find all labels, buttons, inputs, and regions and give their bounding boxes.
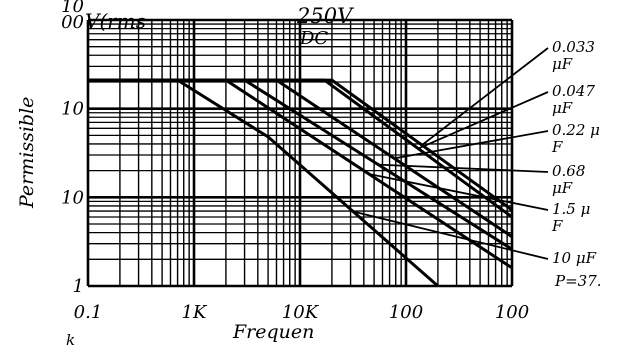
y-axis-unit: V(rms	[85, 9, 146, 33]
legend-label-1: 0.033 μF	[552, 38, 595, 73]
x-tick-label: 100	[389, 302, 423, 323]
grid	[88, 20, 512, 286]
chart-subtitle: DC	[299, 28, 328, 49]
legend-label-6: 10 μF	[552, 249, 597, 267]
y-tick-label: 10 00	[61, 0, 84, 33]
legend-leader-1	[422, 48, 548, 145]
y-tick-labels: 1 10 10 10 00	[61, 0, 84, 297]
x-tick-label: 1K	[182, 302, 208, 323]
annotation: P=37.	[554, 272, 602, 290]
y-axis-label: Permissible	[16, 97, 38, 209]
y-tick-label: 10	[61, 187, 84, 208]
chart-title: 250V	[296, 4, 354, 28]
x-tick-label: 100	[495, 302, 529, 323]
y-tick-label: 10	[61, 99, 84, 120]
legend-label-4: 0.68 μF	[552, 162, 585, 197]
x-tick-label: 0.1	[74, 302, 103, 323]
legend: 0.033 μF 0.047 μF 0.22 μ F 0.68 μF1.5 μ F 10 μF	[551, 38, 600, 267]
x-axis-tick-extra: k	[66, 331, 75, 349]
y-tick-label: 1	[73, 276, 84, 297]
x-axis-label: Frequen	[232, 321, 314, 343]
legend-label-2: 0.047 μF	[552, 82, 595, 117]
x-tick-labels: 0.1 1K 10K 100 100	[74, 302, 530, 323]
x-tick-label: 10K	[282, 302, 320, 323]
